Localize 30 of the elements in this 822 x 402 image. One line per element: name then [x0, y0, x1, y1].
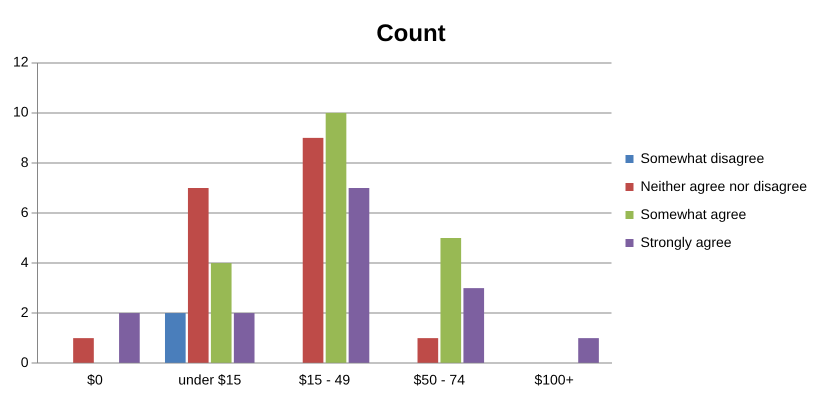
- y-tick-label: 10: [12, 104, 29, 120]
- x-tick-label: $100+: [534, 371, 574, 388]
- x-tick-label: $15 - 49: [298, 371, 350, 388]
- bar: [326, 112, 346, 363]
- bar: [164, 313, 186, 363]
- x-tick-label: under $15: [178, 371, 242, 388]
- bar: [463, 288, 484, 363]
- legend-label: Somewhat agree: [640, 206, 747, 222]
- y-tick-label: 12: [12, 54, 29, 70]
- y-tick-label: 6: [20, 204, 29, 220]
- chart-title: Count: [376, 20, 446, 48]
- legend-label: Somewhat disagree: [640, 150, 764, 166]
- y-tick-label: 8: [20, 154, 29, 170]
- y-tick-label: 0: [20, 354, 29, 370]
- legend-label: Strongly agree: [640, 234, 732, 250]
- bar: [302, 138, 324, 363]
- bar: [234, 313, 255, 363]
- bar: [188, 188, 209, 363]
- x-tick-label: $0: [87, 371, 103, 388]
- bar: [348, 188, 370, 363]
- x-tick-label: $50 - 74: [414, 371, 466, 388]
- bar: [73, 338, 94, 363]
- bar: [578, 338, 599, 363]
- legend-label: Neither agree nor disagree: [640, 178, 808, 194]
- y-tick-label: 4: [20, 254, 29, 270]
- bar: [418, 338, 438, 363]
- bar: [210, 263, 232, 363]
- bar: [440, 238, 462, 363]
- bar: [119, 313, 140, 363]
- y-tick-label: 2: [20, 304, 29, 320]
